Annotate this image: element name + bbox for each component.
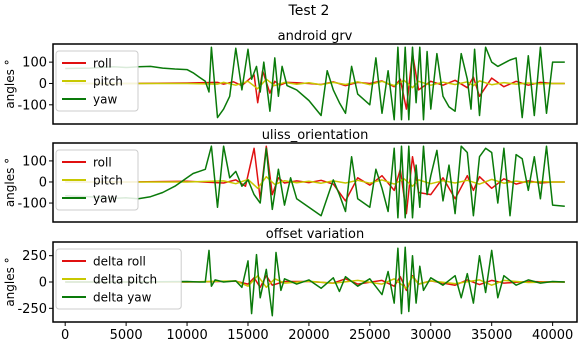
y-tick-label: -100: [17, 197, 47, 212]
figure-title: Test 2: [288, 3, 330, 19]
x-tick-label: 5000: [110, 328, 143, 342]
plot-frame: [52, 43, 578, 125]
series-line-pitch: [65, 175, 565, 190]
panel-title: uliss_orientation: [262, 128, 369, 143]
series-line-yaw: [65, 46, 565, 121]
y-tick-label: 0: [39, 175, 47, 190]
plot-frame: [52, 142, 578, 223]
panel-title: offset variation: [266, 227, 364, 242]
legend-label: roll: [93, 156, 112, 170]
legend-label: delta pitch: [93, 273, 157, 287]
x-tick-label: 15000: [227, 328, 268, 342]
y-axis-label: angles °: [3, 59, 17, 108]
legend: roll pitch yaw: [55, 149, 139, 211]
chart-panel-2: uliss_orientation -100 0 100 angles ° roll pit…: [3, 128, 578, 223]
legend-box: [55, 149, 139, 211]
y-tick-label: 0: [39, 77, 47, 92]
x-tick-label: 20000: [288, 328, 329, 342]
y-tick-label: 100: [22, 56, 47, 71]
x-tick-label: 25000: [349, 328, 390, 342]
y-axis-label: angles °: [3, 158, 17, 207]
legend-box: [55, 50, 139, 112]
x-tick-label: 10000: [166, 328, 207, 342]
legend-label: delta yaw: [93, 291, 152, 305]
legend: roll pitch yaw: [55, 50, 139, 112]
legend-label: delta roll: [93, 255, 146, 269]
x-tick-label: 40000: [532, 328, 573, 342]
x-tick-label: 0: [61, 328, 69, 342]
series-line-roll: [65, 145, 565, 215]
legend-label: yaw: [93, 192, 117, 206]
chart-panel-1: android grv -100 0 100 angles ° roll pitch yaw: [3, 29, 578, 125]
series-line-yaw: [65, 145, 565, 219]
legend-label: yaw: [93, 93, 117, 107]
y-axis-label: angles °: [3, 257, 17, 306]
y-tick-label: 250: [22, 249, 47, 264]
y-tick-label: 100: [22, 154, 47, 169]
legend-label: roll: [93, 57, 112, 71]
x-tick-label: 35000: [471, 328, 512, 342]
chart-panel-3: offset variation -250 0 250 angles ° delta ro…: [3, 227, 578, 323]
x-axis-ticks: 0 5000 10000 15000 20000 25000 30000 35000 40000: [61, 322, 573, 342]
y-tick-label: -250: [17, 302, 47, 317]
x-tick-label: 30000: [410, 328, 451, 342]
legend-label: pitch: [93, 75, 123, 89]
series-line-pitch: [65, 78, 565, 90]
y-tick-label: -100: [17, 98, 47, 113]
series-line-pitch: [65, 274, 565, 290]
series-line-roll: [65, 52, 565, 110]
legend: delta roll delta pitch delta yaw: [55, 248, 182, 310]
series-line-yaw: [65, 246, 565, 317]
legend-box: [55, 248, 182, 310]
legend-label: pitch: [93, 174, 123, 188]
y-tick-label: 0: [39, 276, 47, 291]
panel-title: android grv: [278, 29, 353, 44]
